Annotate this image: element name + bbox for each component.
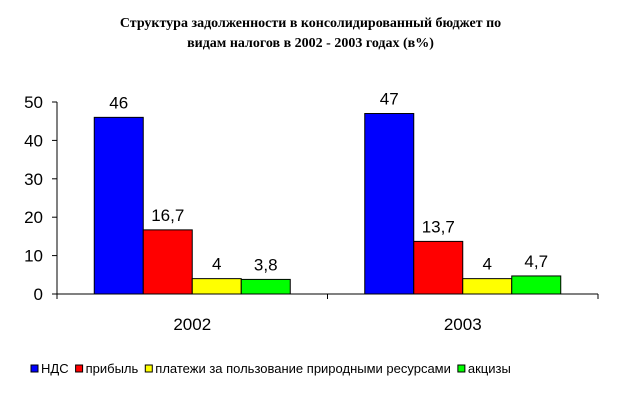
data-label: 3,8 — [254, 255, 278, 274]
x-category-label: 2002 — [173, 315, 211, 334]
data-label: 4 — [212, 255, 221, 274]
bar — [93, 116, 144, 295]
bar — [364, 113, 415, 295]
legend-swatch — [144, 364, 153, 373]
chart-title-line-2: видам налогов в 2002 - 2003 годах (в%) — [187, 36, 434, 51]
chart-title: Структура задолженности в консолидирован… — [0, 14, 621, 54]
y-tick-label: 40 — [24, 131, 43, 150]
legend-label: НДС — [41, 361, 69, 376]
legend-swatch — [457, 364, 466, 373]
data-label: 4,7 — [524, 252, 548, 271]
data-label: 46 — [109, 93, 128, 112]
legend-swatch — [75, 364, 84, 373]
bar — [413, 240, 464, 295]
bar — [240, 278, 291, 295]
legend-label: платежи за пользование природными ресурс… — [155, 361, 451, 376]
chart-title-line-1: Структура задолженности в консолидирован… — [119, 16, 502, 31]
y-tick-label: 10 — [24, 247, 43, 266]
data-label: 4 — [483, 255, 492, 274]
bar — [511, 275, 562, 295]
legend-label: прибыль — [86, 361, 139, 376]
y-tick-label: 30 — [24, 170, 43, 189]
y-tick-label: 0 — [34, 285, 43, 304]
bar — [191, 278, 242, 295]
legend-swatch — [30, 364, 39, 373]
y-tick-label: 50 — [24, 93, 43, 112]
data-label: 13,7 — [422, 217, 455, 236]
bar — [142, 229, 193, 295]
x-category-label: 2003 — [444, 315, 482, 334]
data-label: 16,7 — [151, 206, 184, 225]
bar — [462, 278, 513, 295]
legend-label: акцизы — [468, 361, 511, 376]
y-tick-label: 20 — [24, 208, 43, 227]
data-label: 47 — [380, 90, 399, 109]
